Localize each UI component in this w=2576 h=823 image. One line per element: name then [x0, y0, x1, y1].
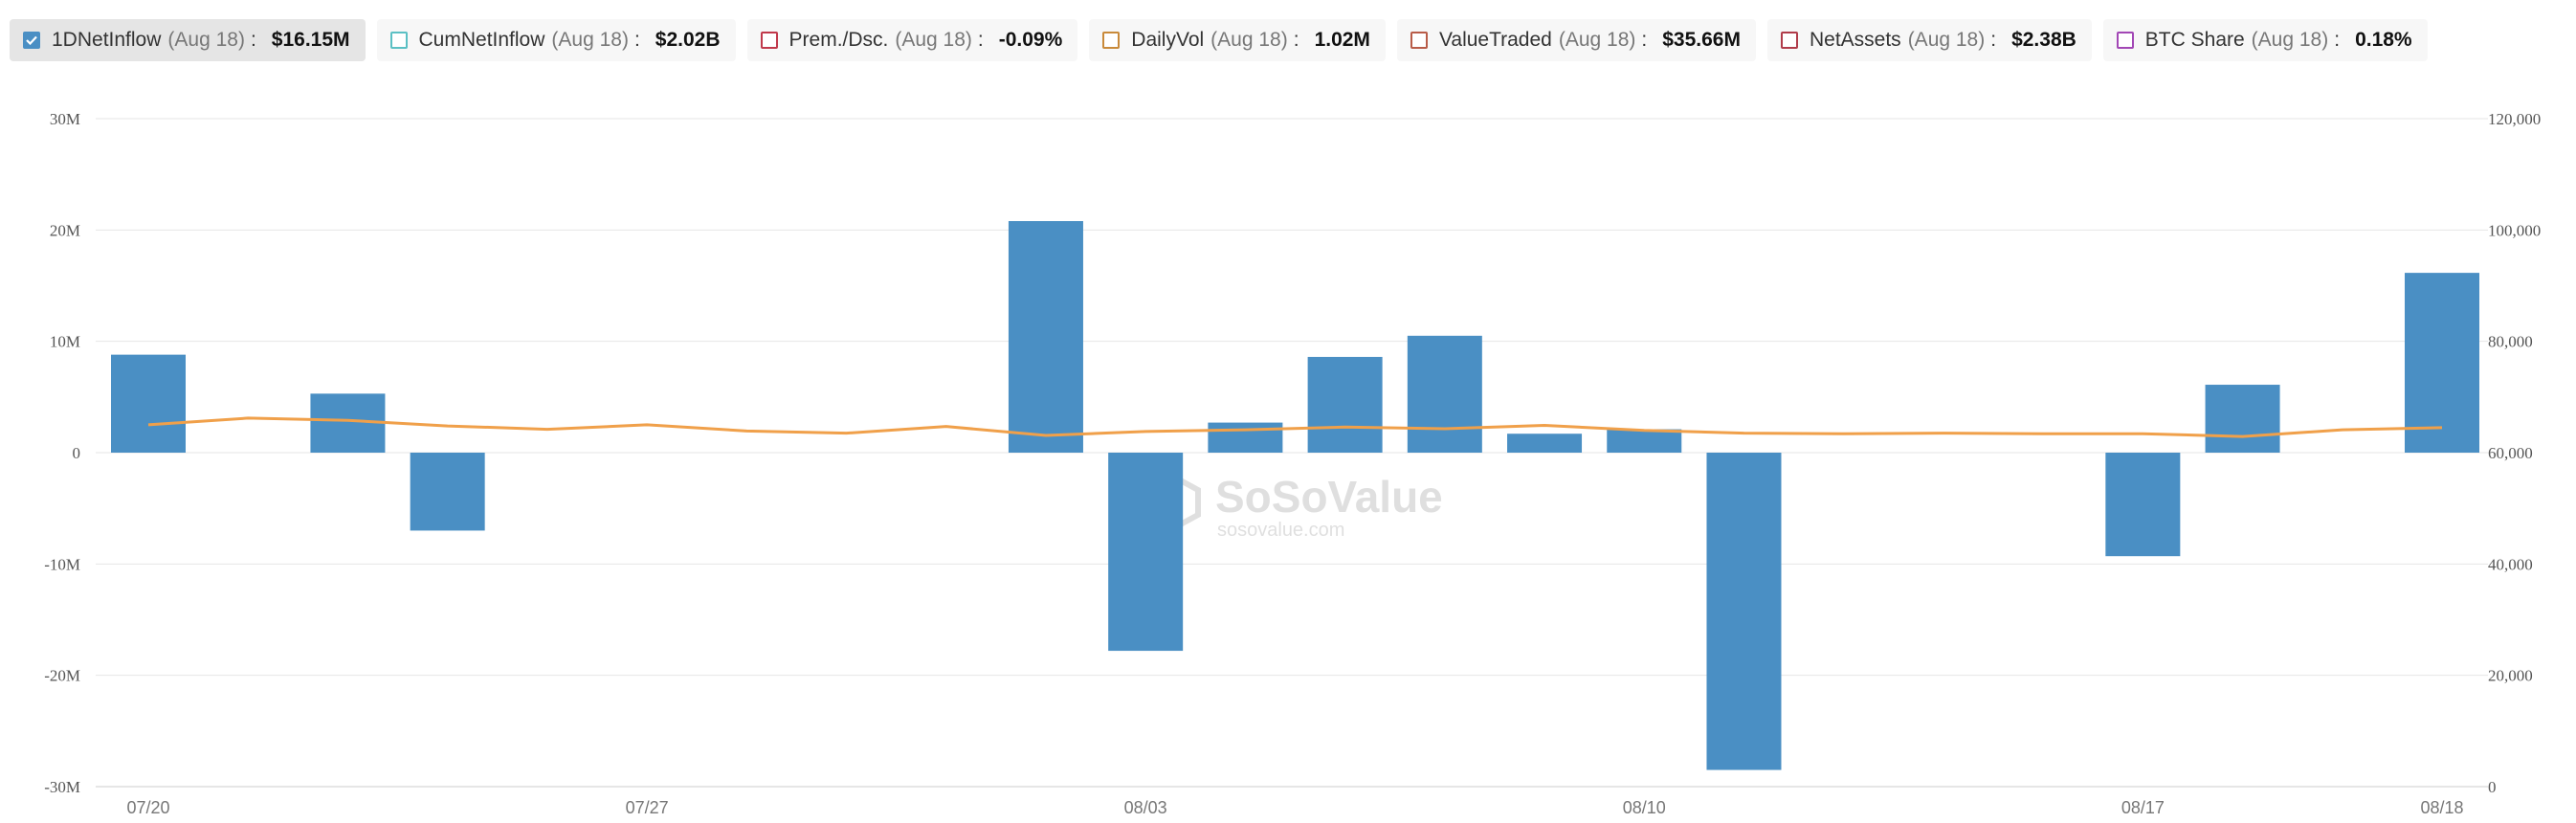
x-tick-label: 08/18 [2420, 798, 2463, 817]
x-tick-label: 07/27 [626, 798, 669, 817]
y-right-tick-label: 100,000 [2488, 221, 2541, 239]
y-left-tick-label: 20M [50, 221, 80, 239]
legend-value: $35.66M [1662, 29, 1741, 51]
chart-legend: 1DNetInflow (Aug 18): $16.15M CumNetInflow(… [10, 19, 2428, 61]
legend-item-1dnetinflow[interactable]: 1DNetInflow (Aug 18): $16.15M [10, 19, 366, 61]
bar-3 [410, 453, 485, 531]
y-right-tick-label: 60,000 [2488, 444, 2533, 462]
y-left-tick-label: -10M [44, 555, 80, 573]
legend-checkbox[interactable] [1410, 32, 1428, 49]
bar-16 [1706, 453, 1782, 770]
watermark-brand: SoSoValue [1215, 472, 1443, 522]
legend-checkbox[interactable] [1780, 32, 1798, 49]
legend-item-valuetraded[interactable]: ValueTraded (Aug 18): $35.66M [1396, 19, 1756, 61]
bar-0 [111, 354, 186, 453]
y-right-tick-label: 80,000 [2488, 333, 2533, 351]
y-right-tick-label: 120,000 [2488, 110, 2541, 128]
check-icon [26, 35, 37, 45]
bar-10 [1108, 453, 1184, 652]
legend-item-dailyvol[interactable]: DailyVol (Aug 18):1.02M [1089, 19, 1386, 61]
legend-value: 1.02M [1314, 29, 1370, 51]
x-tick-label: 08/10 [1623, 798, 1666, 817]
legend-label: DailyVol [1131, 29, 1205, 51]
legend-checkbox[interactable] [2116, 32, 2134, 49]
legend-date: (Aug 18) [167, 29, 245, 51]
legend-label: 1DNetInflow [52, 29, 162, 51]
legend-separator: : [2334, 29, 2341, 51]
legend-separator: : [1293, 29, 1299, 51]
legend-checkbox[interactable] [1102, 32, 1121, 49]
bar-15 [1607, 429, 1682, 453]
legend-item-btc-share[interactable]: BTC Share (Aug 18):0.18% [2102, 19, 2428, 61]
x-tick-label: 07/20 [126, 798, 169, 817]
y-left-tick-label: -20M [44, 667, 80, 685]
legend-separator: : [250, 29, 256, 51]
legend-value: $2.02B [655, 29, 721, 51]
bar-14 [1507, 434, 1583, 453]
legend-value: $2.38B [2011, 29, 2076, 51]
legend-label: ValueTraded [1438, 29, 1552, 51]
legend-date: (Aug 18) [1558, 29, 1636, 51]
legend-item-cumnetinflow[interactable]: CumNetInflow (Aug 18): $2.02B [376, 19, 736, 61]
y-left-tick-label: 0 [73, 444, 81, 462]
y-left-tick-label: 30M [50, 110, 80, 128]
legend-checkbox[interactable] [23, 32, 40, 49]
legend-date: (Aug 18) [1210, 29, 1288, 51]
legend-separator: : [1641, 29, 1648, 51]
y-right-tick-label: 40,000 [2488, 555, 2533, 573]
bar-12 [1307, 356, 1383, 453]
bar-13 [1407, 335, 1482, 453]
legend-label: CumNetInflow [418, 29, 545, 51]
legend-value: $16.15M [271, 29, 350, 51]
bar-20 [2105, 453, 2181, 557]
legend-separator: : [977, 29, 984, 51]
legend-checkbox[interactable] [389, 32, 408, 49]
legend-date: (Aug 18) [895, 29, 972, 51]
legend-value: -0.09% [998, 29, 1063, 51]
legend-item-prem-dsc[interactable]: Prem./Dsc. (Aug 18): -0.09% [746, 19, 1078, 61]
legend-date: (Aug 18) [1907, 29, 1986, 51]
legend-label: BTC Share [2144, 29, 2245, 51]
legend-label: NetAssets [1809, 29, 1901, 51]
line-series [147, 416, 2443, 438]
bar-9 [1008, 221, 1083, 453]
y-right-tick-label: 20,000 [2488, 667, 2533, 685]
legend-separator: : [633, 29, 640, 51]
legend-date: (Aug 18) [551, 29, 629, 51]
bar-23 [2405, 273, 2479, 453]
y-left-tick-label: 10M [50, 333, 80, 351]
watermark-site: sosovalue.com [1217, 520, 1344, 541]
legend-separator: : [1990, 29, 1997, 51]
y-left-tick-label: -30M [44, 778, 80, 796]
legend-item-netassets[interactable]: NetAssets (Aug 18): $2.38B [1766, 19, 2092, 61]
x-tick-label: 08/03 [1124, 798, 1167, 817]
legend-checkbox[interactable] [760, 32, 778, 49]
legend-label: Prem./Dsc. [788, 29, 889, 51]
x-tick-label: 08/17 [2121, 798, 2165, 817]
y-right-tick-label: 0 [2488, 778, 2497, 796]
legend-date: (Aug 18) [2251, 29, 2329, 51]
bar-21 [2205, 385, 2280, 453]
bar-11 [1208, 422, 1283, 453]
legend-value: 0.18% [2355, 29, 2412, 51]
